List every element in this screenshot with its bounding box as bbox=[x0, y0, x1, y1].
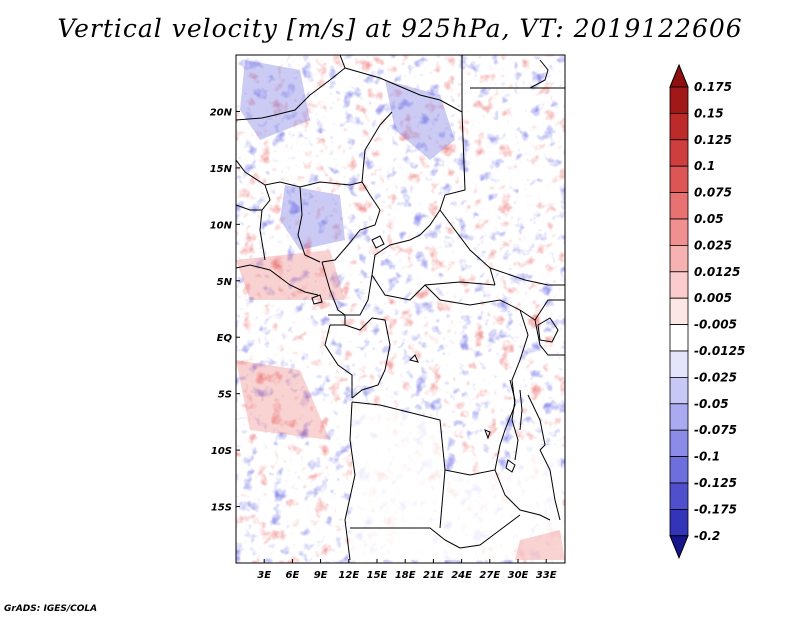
colorbar-swatch bbox=[669, 165, 689, 193]
colorbar-label: 0.125 bbox=[694, 133, 732, 147]
lon-tick-label: 21E bbox=[423, 570, 444, 581]
lon-tick-label: 9E bbox=[314, 570, 328, 581]
colorbar-label: -0.175 bbox=[694, 502, 737, 516]
lon-tick-label: 18E bbox=[395, 570, 416, 581]
lat-tick-label: 10N bbox=[210, 220, 233, 231]
lon-tick-label: 6E bbox=[286, 570, 300, 581]
colorbar-label: -0.0125 bbox=[694, 344, 745, 358]
colorbar-label: 0.075 bbox=[694, 186, 732, 200]
colorbar-swatch bbox=[669, 350, 689, 378]
colorbar-swatch bbox=[669, 139, 689, 167]
lon-tick-label: 27E bbox=[479, 570, 500, 581]
lon-tick-label: 24E bbox=[451, 570, 472, 581]
lat-tick-label: EQ bbox=[217, 333, 233, 344]
grads-credit: GrADS: IGES/COLA bbox=[4, 604, 98, 614]
colorbar-swatch bbox=[669, 508, 689, 537]
lat-tick-label: 10S bbox=[211, 446, 232, 457]
colorbar-swatch bbox=[669, 482, 689, 510]
country-borders bbox=[236, 55, 565, 561]
lat-tick-label: 20N bbox=[210, 107, 233, 118]
latitude-axis: 20N 15N 10N 5N EQ 5S 10S 15S bbox=[210, 107, 240, 514]
colorbar-swatch bbox=[669, 456, 689, 484]
colorbar-swatch bbox=[669, 376, 689, 405]
colorbar-label: 0.0125 bbox=[694, 265, 740, 279]
colorbar-label: 0.005 bbox=[694, 291, 732, 305]
velocity-field bbox=[236, 55, 565, 563]
map-title: Vertical velocity [m/s] at 925hPa, VT: 2… bbox=[57, 14, 743, 43]
lat-tick-label: 5N bbox=[217, 277, 233, 288]
colorbar-label: -0.1 bbox=[694, 450, 720, 464]
colorbar-label: -0.075 bbox=[694, 423, 737, 437]
colorbar-bottom-arrow bbox=[669, 535, 689, 560]
colorbar-label: 0.05 bbox=[694, 212, 724, 226]
colorbar-swatch bbox=[669, 403, 689, 431]
colorbar-swatch bbox=[669, 297, 689, 326]
longitude-axis: 3E 6E 9E 12E 15E 18E 21E 24E 27E 30E 33E bbox=[257, 559, 557, 581]
colorbar-swatch bbox=[669, 218, 689, 246]
colorbar-legend: 0.175 0.15 0.125 0.1 0.075 0.05 0.025 0.0125 0.0… bbox=[669, 63, 745, 560]
lat-tick-label: 5S bbox=[218, 390, 232, 401]
colorbar-top-arrow bbox=[669, 63, 689, 88]
colorbar-swatch bbox=[669, 113, 689, 141]
colorbar-label: 0.1 bbox=[694, 159, 715, 173]
colorbar-label: 0.025 bbox=[694, 238, 732, 252]
colorbar-label: -0.125 bbox=[694, 476, 737, 490]
lon-tick-label: 12E bbox=[338, 570, 359, 581]
colorbar-swatch bbox=[669, 324, 689, 352]
colorbar-label: 0.175 bbox=[694, 80, 732, 94]
lat-tick-label: 15S bbox=[211, 503, 232, 514]
lon-tick-label: 30E bbox=[508, 570, 529, 581]
lon-tick-label: 15E bbox=[367, 570, 388, 581]
plot-frame bbox=[235, 54, 566, 564]
colorbar-swatch bbox=[669, 86, 689, 114]
lon-tick-label: 3E bbox=[257, 570, 271, 581]
lat-tick-label: 15N bbox=[210, 164, 233, 175]
colorbar-label: -0.2 bbox=[694, 529, 720, 543]
colorbar-label: -0.05 bbox=[694, 397, 729, 411]
colorbar-label: -0.005 bbox=[694, 318, 737, 332]
colorbar-label: -0.025 bbox=[694, 370, 737, 384]
colorbar-swatch bbox=[669, 192, 689, 220]
colorbar-swatch bbox=[669, 244, 689, 273]
colorbar-swatch bbox=[669, 429, 689, 458]
lon-tick-label: 33E bbox=[536, 570, 557, 581]
colorbar-label: 0.15 bbox=[694, 106, 724, 120]
colorbar-swatch bbox=[669, 271, 689, 299]
